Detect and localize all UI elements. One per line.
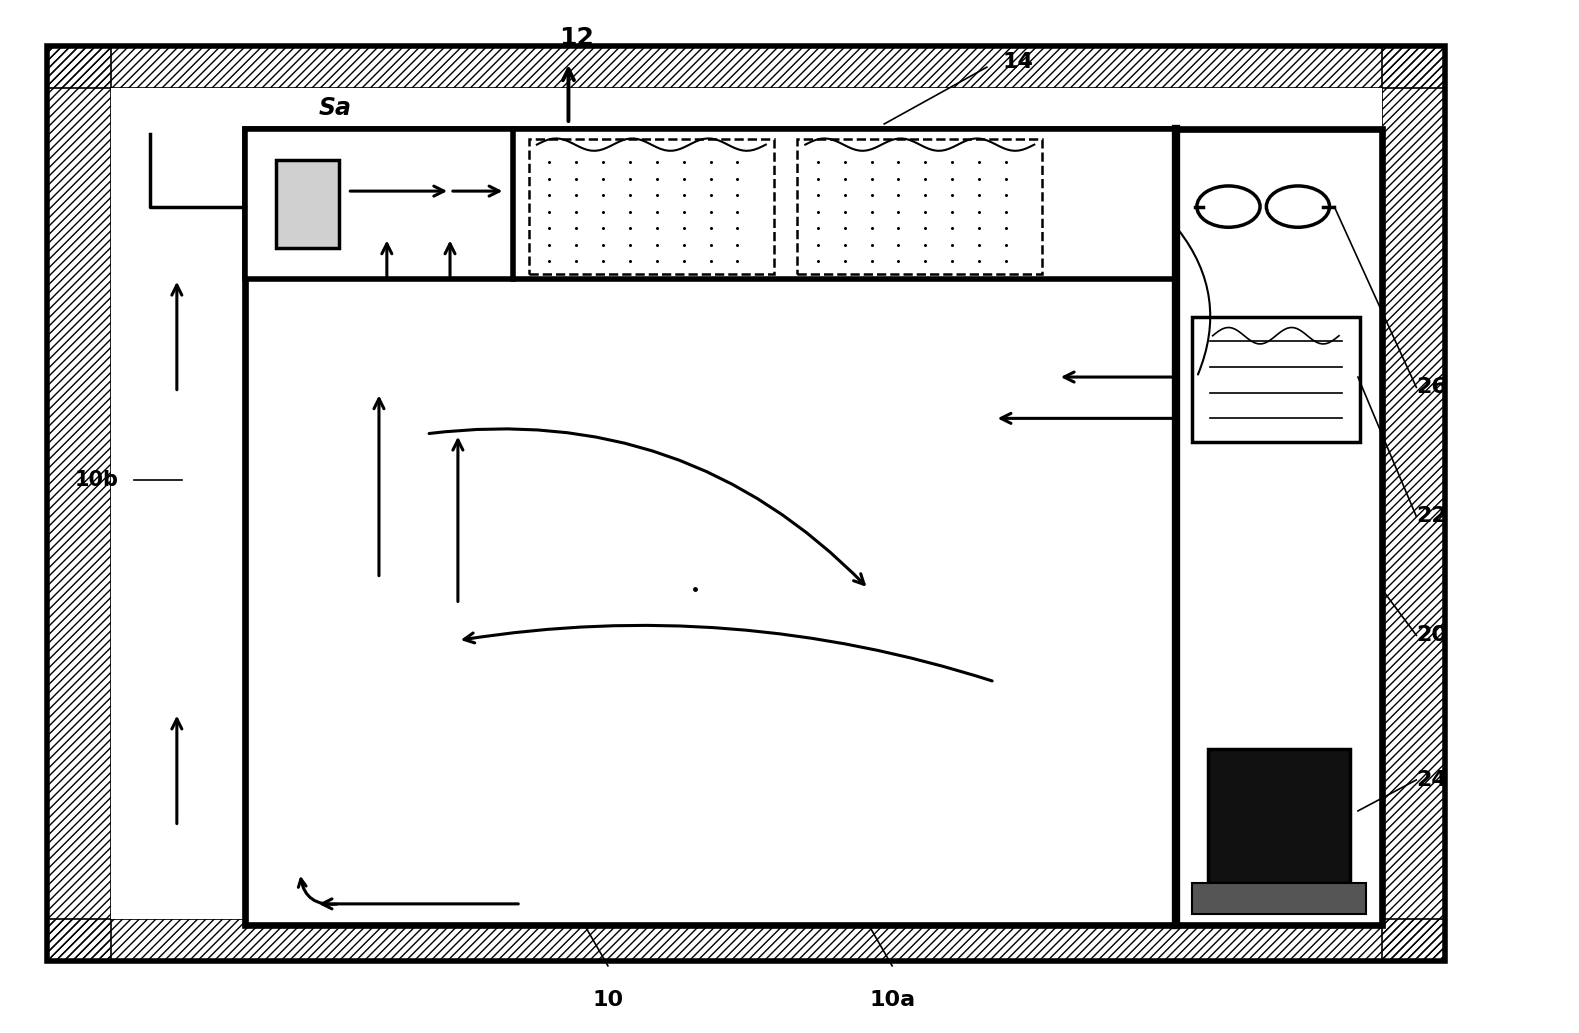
- FancyArrowPatch shape: [298, 879, 336, 904]
- FancyArrowPatch shape: [464, 625, 992, 681]
- Text: 22: 22: [1416, 506, 1446, 527]
- FancyArrowPatch shape: [1178, 229, 1210, 375]
- Bar: [1192, 883, 1366, 914]
- Bar: [111, 88, 1382, 919]
- Text: 14: 14: [1003, 52, 1034, 72]
- FancyArrowPatch shape: [429, 429, 864, 585]
- Bar: [529, 139, 774, 274]
- Bar: [1208, 749, 1350, 883]
- Bar: [797, 139, 1042, 274]
- Circle shape: [1197, 186, 1260, 227]
- Text: 26: 26: [1416, 377, 1448, 398]
- Bar: [245, 129, 1176, 279]
- Bar: [47, 46, 111, 961]
- Text: Sa: Sa: [319, 96, 351, 121]
- Bar: [47, 919, 1445, 961]
- Text: 24: 24: [1416, 770, 1446, 790]
- Bar: [276, 160, 339, 248]
- Text: 10a: 10a: [868, 990, 916, 1010]
- Text: 10b: 10b: [74, 470, 118, 491]
- FancyBboxPatch shape: [1192, 317, 1360, 442]
- Bar: [1176, 129, 1382, 925]
- Circle shape: [1266, 186, 1330, 227]
- Text: 12: 12: [559, 26, 594, 51]
- Text: 10: 10: [592, 990, 624, 1010]
- Bar: [245, 129, 1176, 925]
- Bar: [1382, 46, 1445, 961]
- Bar: [47, 46, 1445, 961]
- Text: 20: 20: [1416, 625, 1448, 646]
- Bar: [47, 46, 1445, 88]
